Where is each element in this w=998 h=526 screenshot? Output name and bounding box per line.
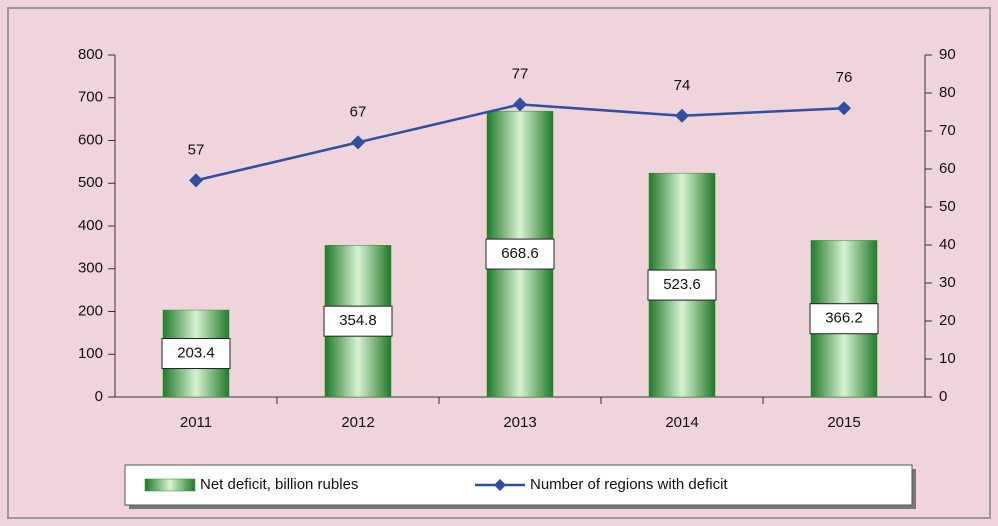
- data-label: 203.4: [177, 344, 215, 361]
- x-tick-label: 2013: [503, 414, 536, 431]
- y-tick-label: 300: [78, 260, 103, 277]
- y2-tick-label: 10: [939, 350, 956, 367]
- data-label: 77: [512, 65, 529, 82]
- data-label-box: [323, 305, 393, 337]
- y-tick-label: 0: [95, 388, 103, 405]
- legend-marker: [494, 479, 506, 491]
- y2-tick-label: 50: [939, 198, 956, 215]
- data-label-box: [485, 238, 555, 270]
- y2-tick-label: 40: [939, 236, 956, 253]
- data-label-box: [647, 269, 717, 301]
- data-label: 523.6: [663, 276, 701, 293]
- legend-label: Net deficit, billion rubles: [200, 476, 358, 493]
- legend-swatch: [144, 478, 196, 492]
- marker: [513, 97, 527, 112]
- x-tick-label: 2014: [665, 414, 698, 431]
- y-tick-label: 800: [78, 46, 103, 63]
- data-label: 668.6: [501, 245, 539, 262]
- y-tick-label: 100: [78, 345, 103, 362]
- y2-tick-label: 30: [939, 274, 956, 291]
- marker: [675, 108, 689, 123]
- y2-tick-label: 70: [939, 122, 956, 139]
- x-tick-label: 2015: [827, 414, 860, 431]
- data-label: 57: [188, 141, 205, 158]
- y2-tick-label: 60: [939, 160, 956, 177]
- y2-tick-label: 80: [939, 84, 956, 101]
- y-tick-label: 600: [78, 131, 103, 148]
- y-tick-label: 400: [78, 217, 103, 234]
- x-tick-label: 2011: [180, 414, 212, 431]
- y2-tick-label: 90: [939, 46, 956, 63]
- data-label-box: [161, 338, 231, 370]
- data-label: 76: [836, 69, 853, 86]
- y2-tick-label: 20: [939, 312, 956, 329]
- data-label-box: [809, 303, 879, 335]
- y-tick-label: 500: [78, 174, 103, 191]
- marker: [837, 101, 851, 116]
- data-label: 67: [350, 103, 367, 120]
- x-tick-label: 2012: [341, 414, 374, 431]
- y-tick-label: 200: [78, 302, 103, 319]
- marker: [351, 135, 365, 150]
- data-label: 354.8: [339, 312, 377, 329]
- data-label: 74: [674, 77, 691, 94]
- y2-tick-label: 0: [939, 388, 947, 405]
- data-label: 366.2: [825, 310, 863, 327]
- y-tick-label: 700: [78, 89, 103, 106]
- marker: [189, 173, 203, 188]
- legend-label: Number of regions with deficit: [530, 476, 728, 493]
